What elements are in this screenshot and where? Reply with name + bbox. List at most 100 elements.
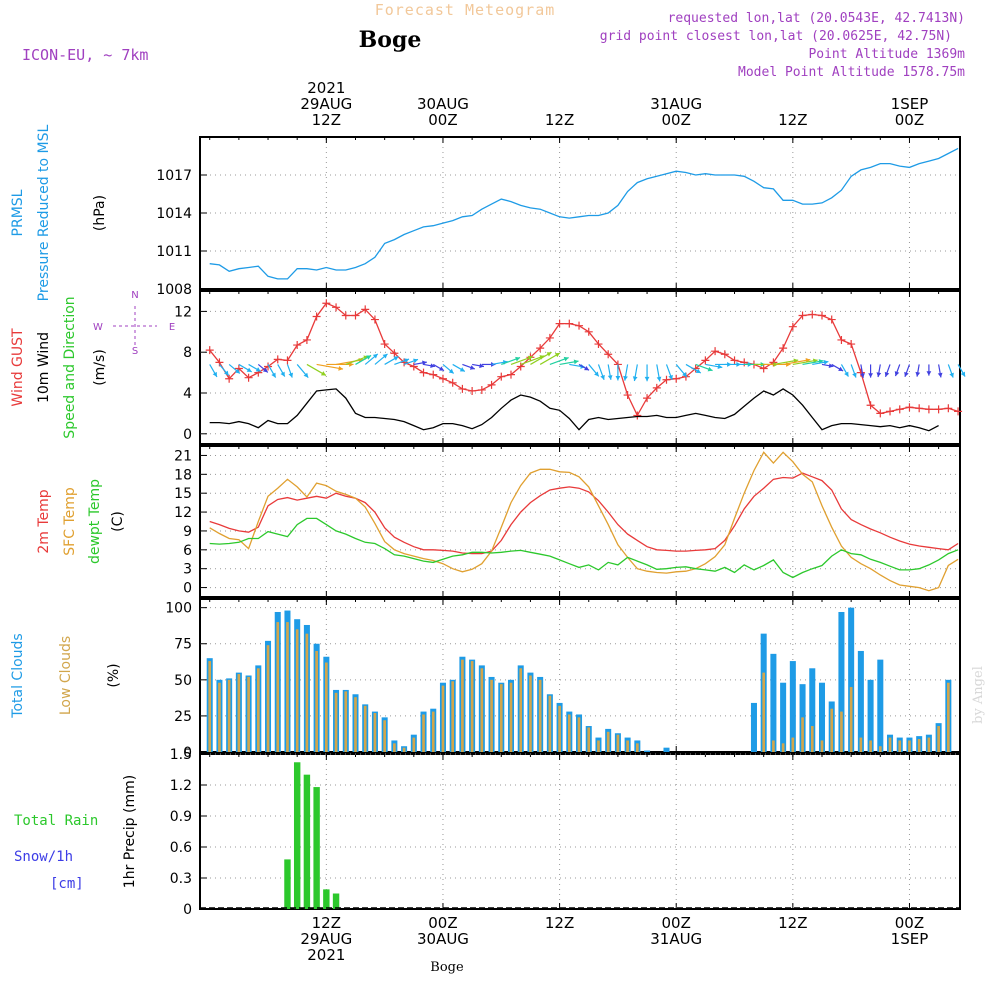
gust-marker <box>565 319 574 328</box>
wind-line <box>209 388 939 432</box>
wind-arrow <box>335 359 364 366</box>
y-tick-label: 8 <box>183 345 192 361</box>
wind-arrowhead <box>255 367 261 372</box>
compass-south: S <box>132 346 138 357</box>
low-clouds-bar <box>626 740 629 752</box>
wind-arrowhead <box>828 363 834 369</box>
low-clouds-bar <box>878 746 882 752</box>
gust-marker <box>895 405 904 414</box>
total-clouds-bar <box>867 679 874 752</box>
rain-bar <box>313 787 320 909</box>
compass-rose: N S E W <box>93 290 175 357</box>
low-clouds-bar <box>218 682 221 752</box>
low-clouds-bar <box>325 662 328 752</box>
gust-marker <box>273 355 282 364</box>
low-clouds-bar <box>227 679 231 752</box>
y-tick-label: 25 <box>174 709 192 725</box>
wind-arrowhead <box>656 376 662 382</box>
gust-marker <box>419 368 428 377</box>
low-clouds-bar <box>509 682 513 752</box>
compass-west: W <box>93 322 103 333</box>
gust-marker <box>370 315 379 324</box>
low-clouds-bar <box>548 695 552 752</box>
wind-arrowhead <box>338 365 344 371</box>
low-clouds-bar <box>606 731 610 752</box>
low-clouds-bar <box>567 714 571 752</box>
wind-arrowhead <box>448 368 454 374</box>
low-clouds-bar <box>840 711 843 752</box>
low-clouds-bar <box>947 682 950 752</box>
low-clouds-bar <box>820 740 824 752</box>
axis-label: SFC Temp <box>62 487 78 556</box>
total-clouds-bar <box>877 659 884 752</box>
pressure-panel: 1008 1011 1014 1017 PRMSL Pressure Reduced to… <box>10 124 961 301</box>
rain-bar <box>303 774 311 909</box>
gust-marker <box>293 341 302 350</box>
gust-marker <box>934 405 943 414</box>
wind-arrowhead <box>607 375 613 380</box>
axis-label: (m/s) <box>92 349 108 386</box>
gust-marker <box>302 335 311 344</box>
y-tick-label: 4 <box>183 386 192 402</box>
gust-marker <box>915 404 924 413</box>
low-clouds-bar <box>927 737 931 752</box>
time-label-top: 29AUG <box>300 95 352 113</box>
wind-arrowhead <box>320 371 326 376</box>
low-clouds-bar <box>772 740 775 752</box>
wind-arrowhead <box>594 371 599 377</box>
y-tick-label: 1.5 <box>170 747 192 763</box>
wind-arrowhead <box>868 373 873 378</box>
low-clouds-bar <box>801 717 804 752</box>
y-tick-label: 0.9 <box>170 809 192 825</box>
y-tick-label: 1011 <box>156 244 192 260</box>
gust-marker <box>594 340 603 349</box>
wind-arrowhead <box>860 373 865 378</box>
time-label-bottom: 30AUG <box>417 930 469 948</box>
gust-marker <box>341 311 350 320</box>
wind-arrowhead <box>644 376 650 382</box>
time-label-bottom: 29AUG <box>300 930 352 948</box>
gust-marker <box>924 405 933 414</box>
low-clouds-bar <box>373 713 377 752</box>
location-title: Boge <box>359 27 422 53</box>
side-label: [cm] <box>50 876 84 892</box>
wind-arrowhead <box>234 368 240 374</box>
watermark: by Angel <box>971 666 986 724</box>
y-tick-label: 1.2 <box>170 778 192 794</box>
time-label-top: 31AUG <box>650 95 702 113</box>
y-tick-label: 21 <box>174 448 192 464</box>
y-tick-label: 1017 <box>156 168 192 184</box>
wind-arrowhead <box>823 359 829 365</box>
gust-marker <box>769 358 778 367</box>
wind-arrowhead <box>949 372 954 378</box>
wind-panel: 0 4 8 12 Wind GUST 10m Wind Speed and Directio… <box>10 290 966 445</box>
wind-arrowhead <box>960 371 966 377</box>
gust-marker <box>283 356 292 365</box>
low-clouds-bar <box>208 661 212 752</box>
gust-marker <box>225 374 234 383</box>
wind-arrowhead <box>573 359 579 365</box>
gust-marker <box>837 335 846 344</box>
wind-arrowhead <box>546 352 552 357</box>
wind-arrowhead <box>600 374 605 380</box>
y-tick-label: 0.3 <box>170 871 192 887</box>
y-tick-label: 0 <box>183 427 192 443</box>
low-clouds-bar <box>587 727 591 752</box>
low-clouds-bar <box>898 740 902 752</box>
footer-location: Boge <box>430 960 464 975</box>
side-label: Total Rain <box>14 813 98 829</box>
y-tick-label: 1008 <box>156 282 192 298</box>
model-name: ICON-EU, ~ 7km <box>22 46 148 64</box>
low-clouds-bar <box>412 737 416 752</box>
wind-arrowhead <box>668 374 673 380</box>
wind-arrow <box>783 359 811 366</box>
y-tick-label: 0 <box>183 902 192 918</box>
time-label-bottom: 12Z <box>778 914 807 932</box>
gust-marker <box>886 407 895 416</box>
low-clouds-bar <box>937 726 940 752</box>
wind-arrowhead <box>904 371 909 377</box>
wind-arrowhead <box>212 371 217 377</box>
compass-east: E <box>169 322 175 333</box>
